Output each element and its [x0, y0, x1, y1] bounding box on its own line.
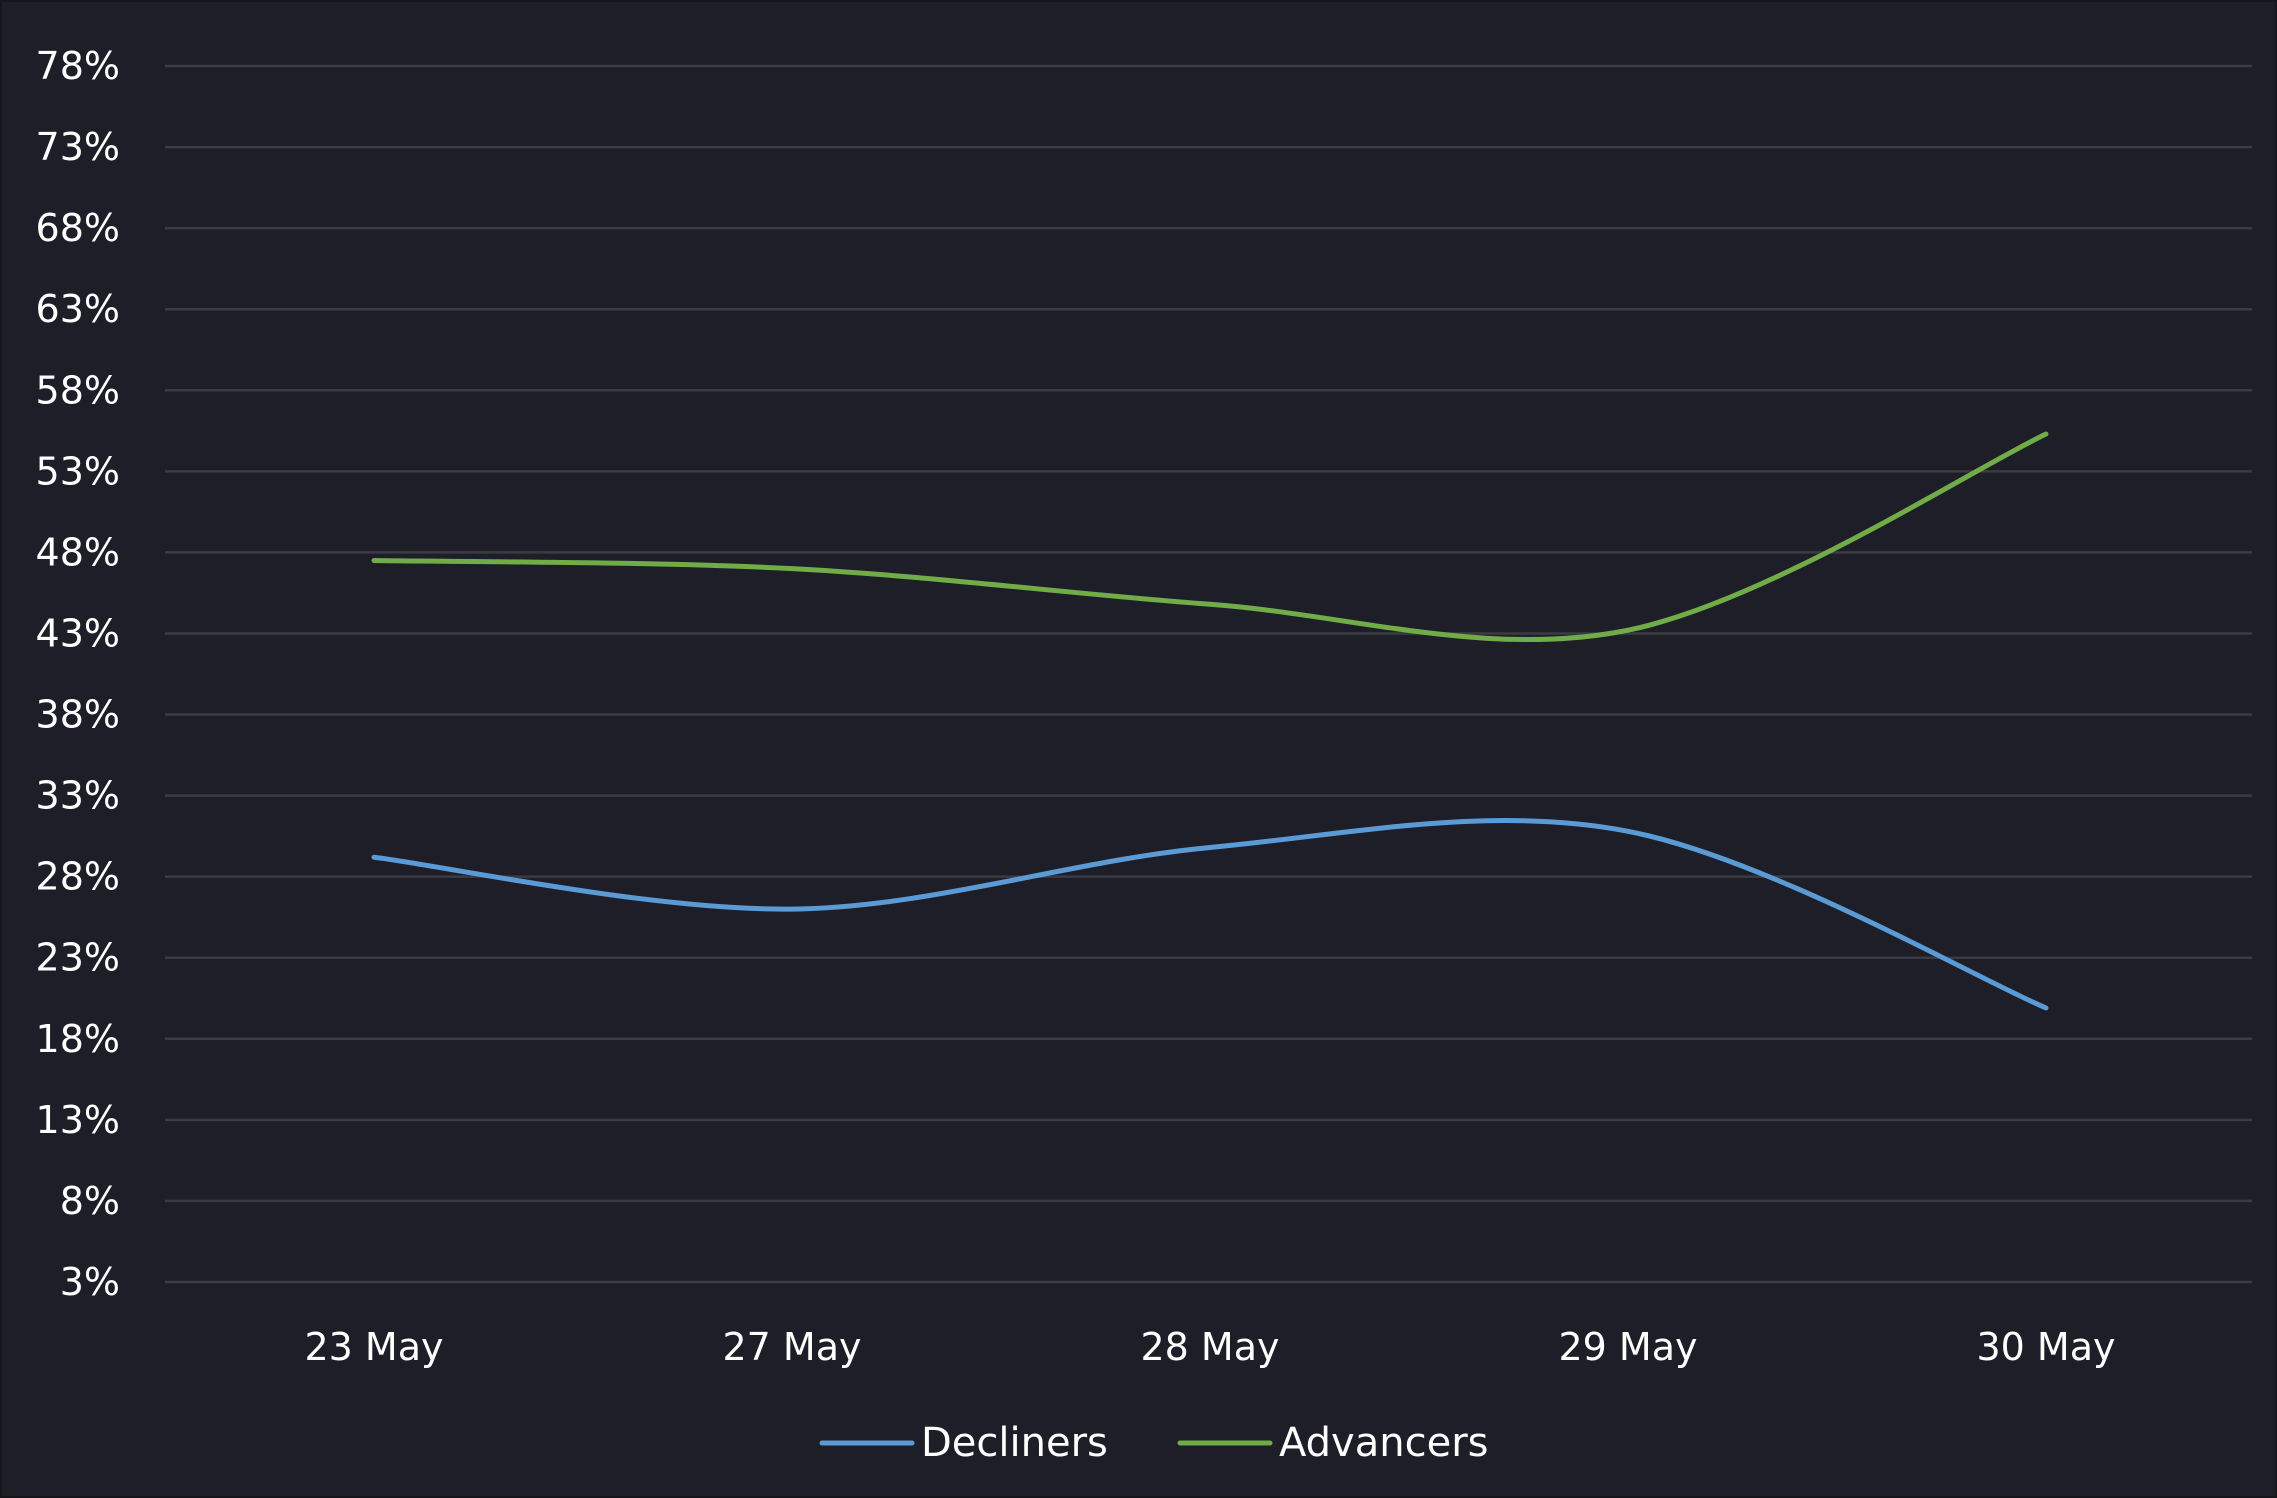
y-tick-label: 43%	[36, 611, 120, 655]
y-tick-label: 63%	[36, 287, 120, 331]
gridlines	[165, 64, 2252, 1284]
y-tick-label: 8%	[60, 1179, 120, 1223]
series-line-advancers	[371, 431, 2049, 643]
y-tick-label: 53%	[36, 449, 120, 493]
series-line-decliners	[371, 818, 2049, 1011]
legend-label: Decliners	[921, 1420, 1108, 1466]
legend-label: Advancers	[1279, 1420, 1488, 1466]
x-tick-label: 29 May	[1559, 1325, 1698, 1369]
y-tick-label: 48%	[36, 530, 120, 574]
legend[interactable]: Decliners Advancers	[819, 1420, 1488, 1466]
x-tick-label: 28 May	[1141, 1325, 1280, 1369]
y-tick-label: 3%	[60, 1260, 120, 1304]
y-tick-label: 73%	[36, 125, 120, 169]
x-tick-label: 23 May	[305, 1325, 444, 1369]
legend-item-advancers[interactable]: Advancers	[1177, 1420, 1488, 1466]
series-lines	[371, 431, 2049, 1011]
y-axis: 78% 73% 68% 63% 58% 53% 48% 43% 38% 33% 28% 23% 18% 1…	[36, 44, 120, 1304]
y-tick-label: 58%	[36, 368, 120, 412]
y-tick-label: 33%	[36, 774, 120, 818]
y-tick-label: 78%	[36, 44, 120, 88]
y-tick-label: 18%	[36, 1017, 120, 1061]
y-tick-label: 38%	[36, 693, 120, 737]
y-tick-label: 23%	[36, 936, 120, 980]
y-tick-label: 13%	[36, 1098, 120, 1142]
y-tick-label: 68%	[36, 206, 120, 250]
x-tick-label: 27 May	[723, 1325, 862, 1369]
x-axis: 23 May 27 May 28 May 29 May 30 May	[305, 1325, 2116, 1369]
legend-item-decliners[interactable]: Decliners	[819, 1420, 1108, 1466]
x-tick-label: 30 May	[1977, 1325, 2116, 1369]
y-tick-label: 28%	[36, 855, 120, 899]
